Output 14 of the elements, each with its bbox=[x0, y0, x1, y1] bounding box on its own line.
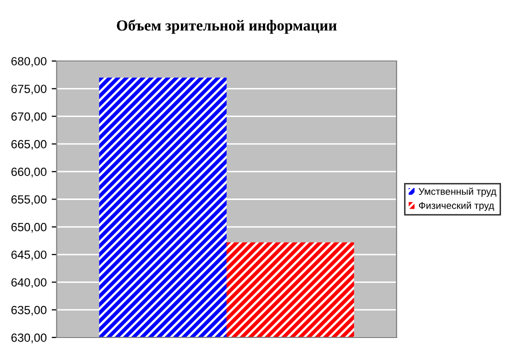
y-tick-label: 665,00 bbox=[11, 140, 46, 150]
y-tick-label: 680,00 bbox=[11, 57, 46, 67]
y-tick-label: 645,00 bbox=[11, 250, 46, 260]
y-tick-label: 675,00 bbox=[11, 84, 46, 94]
y-tick-label: 635,00 bbox=[11, 306, 46, 316]
y-tick-label: 640,00 bbox=[11, 278, 46, 288]
y-tick-label: 655,00 bbox=[11, 195, 46, 206]
chart-title: Объем зрительной информации bbox=[116, 20, 337, 34]
y-tick-label: 670,00 bbox=[11, 112, 46, 122]
legend-label: Умственный труд bbox=[418, 188, 496, 197]
y-tick-label: 660,00 bbox=[11, 168, 46, 178]
legend-label: Физический труд bbox=[418, 202, 494, 211]
y-tick-label: 650,00 bbox=[11, 222, 46, 233]
y-tick-label: 630,00 bbox=[11, 333, 46, 344]
